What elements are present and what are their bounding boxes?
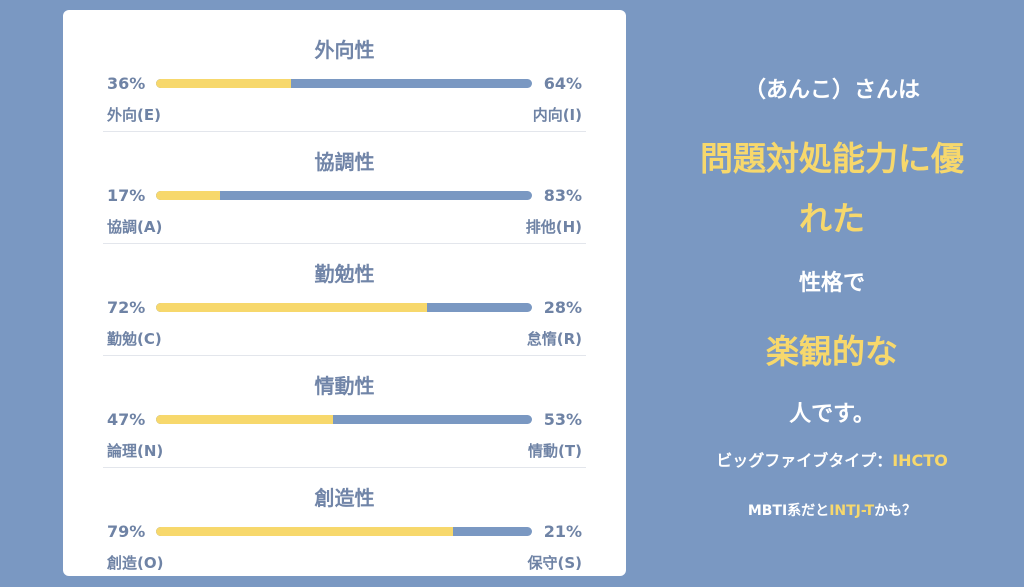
trait-right-label: 怠惰(R) bbox=[526, 330, 582, 348]
trait-progress-bar bbox=[156, 303, 532, 312]
divider bbox=[103, 355, 586, 356]
trait-progress-fill bbox=[156, 303, 427, 312]
trait-right-label: 情動(T) bbox=[528, 442, 582, 460]
trait-progress-fill bbox=[156, 415, 333, 424]
trait-title: 創造性 bbox=[314, 486, 375, 510]
trait-left-percent: 47% bbox=[107, 410, 146, 429]
trait-right-percent: 28% bbox=[543, 298, 582, 317]
trait-conscientiousness: 勤勉性 72% 28% 勤勉(C) 怠惰(R) bbox=[103, 244, 586, 356]
trait-progress-fill bbox=[156, 79, 292, 88]
trait-left-percent: 79% bbox=[107, 522, 146, 541]
result-intro: （あんこ）さんは bbox=[743, 78, 920, 103]
trait-title: 協調性 bbox=[314, 150, 375, 174]
trait-progress-bar bbox=[156, 415, 532, 424]
personality-chart-card: 外向性 36% 64% 外向(E) 内向(I) 協調性 17% 83% 協調(A… bbox=[63, 10, 626, 576]
bigfive-type: IHCTO bbox=[892, 451, 948, 470]
trait-progress-fill bbox=[156, 191, 220, 200]
trait-left-label: 論理(N) bbox=[107, 442, 164, 460]
result-connector: 性格で bbox=[798, 271, 865, 296]
mbti-suffix: かも？ bbox=[874, 503, 917, 519]
trait-left-label: 外向(E) bbox=[107, 106, 161, 124]
divider bbox=[103, 131, 586, 132]
mbti-line: MBTI系だとINTJ-Tかも？ bbox=[640, 500, 1024, 520]
trait-title: 勤勉性 bbox=[314, 262, 375, 286]
bigfive-label: ビッグファイブタイプ： bbox=[716, 451, 893, 470]
trait-left-percent: 36% bbox=[107, 74, 146, 93]
trait-agreeableness: 協調性 17% 83% 協調(A) 排他(H) bbox=[103, 132, 586, 244]
trait-emotionality: 情動性 47% 53% 論理(N) 情動(T) bbox=[103, 356, 586, 468]
trait-left-percent: 17% bbox=[107, 186, 146, 205]
trait-title: 情動性 bbox=[314, 374, 375, 398]
trait-left-label: 創造(O) bbox=[107, 554, 164, 572]
trait-progress-bar bbox=[156, 527, 532, 536]
result-trait-highlight: 楽観的な bbox=[766, 332, 898, 371]
bigfive-type-line: ビッグファイブタイプ：IHCTO bbox=[640, 447, 1024, 471]
trait-right-label: 保守(S) bbox=[527, 554, 582, 572]
divider bbox=[103, 243, 586, 244]
result-headline-line1: 問題対処能力に優 bbox=[700, 139, 964, 178]
trait-left-label: 協調(A) bbox=[107, 218, 163, 236]
trait-left-label: 勤勉(C) bbox=[107, 330, 162, 348]
trait-left-percent: 72% bbox=[107, 298, 146, 317]
divider bbox=[103, 467, 586, 468]
mbti-type: INTJ-T bbox=[829, 503, 875, 519]
trait-progress-fill bbox=[156, 527, 454, 536]
trait-right-percent: 83% bbox=[543, 186, 582, 205]
trait-progress-bar bbox=[156, 79, 532, 88]
trait-progress-bar bbox=[156, 191, 532, 200]
trait-right-percent: 53% bbox=[543, 410, 582, 429]
trait-right-label: 内向(I) bbox=[532, 106, 582, 124]
mbti-prefix: MBTI系だと bbox=[747, 503, 830, 519]
trait-right-percent: 21% bbox=[543, 522, 582, 541]
trait-right-percent: 64% bbox=[543, 74, 582, 93]
result-headline-line2: れた bbox=[799, 199, 865, 238]
trait-openness: 創造性 79% 21% 創造(O) 保守(S) bbox=[103, 468, 586, 580]
result-closing: 人です。 bbox=[789, 402, 875, 427]
trait-extraversion: 外向性 36% 64% 外向(E) 内向(I) bbox=[103, 20, 586, 132]
trait-title: 外向性 bbox=[314, 38, 375, 62]
trait-right-label: 排他(H) bbox=[525, 218, 582, 236]
